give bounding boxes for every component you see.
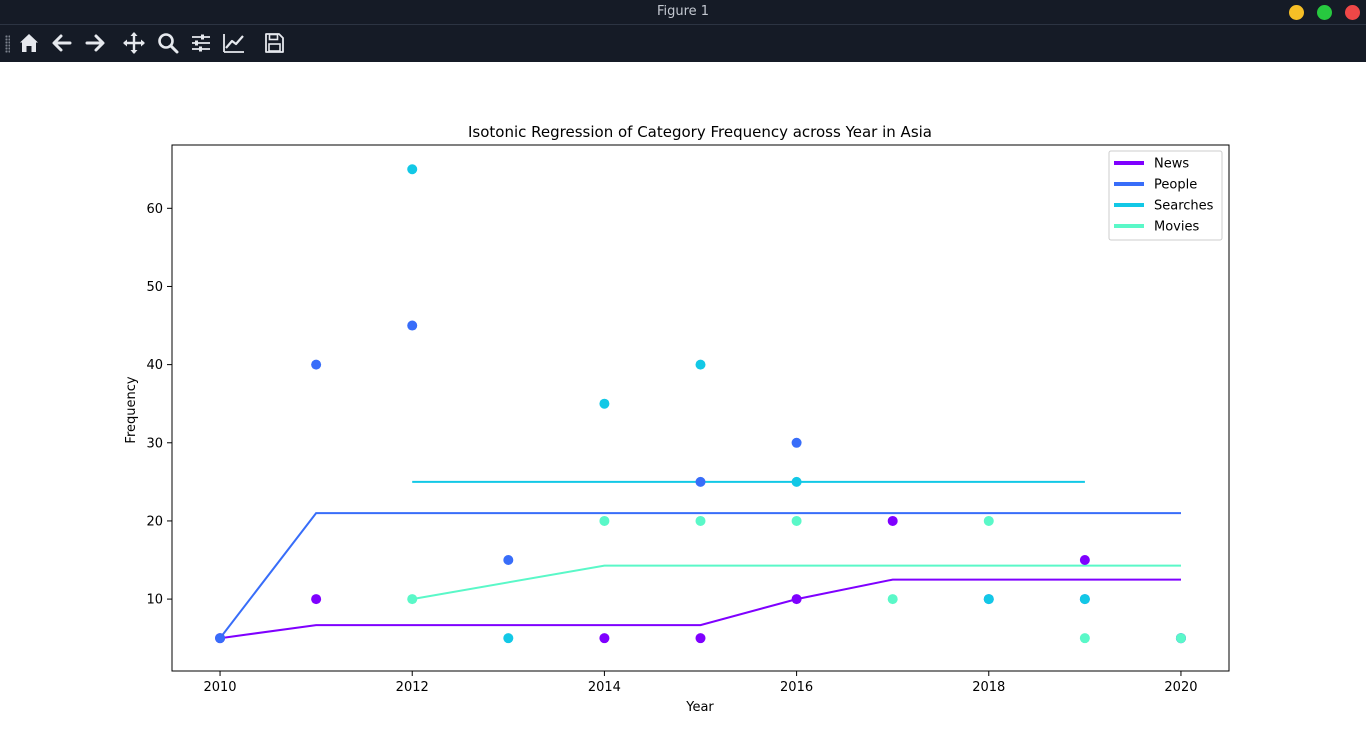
- legend-frame: [1108, 150, 1223, 241]
- legend-label-searches: Searches: [1154, 199, 1214, 214]
- data-point-searches: [983, 594, 994, 605]
- magnifier-icon: [158, 33, 179, 54]
- data-point-news: [791, 594, 802, 605]
- toolbar-grip-handle[interactable]: [5, 35, 10, 53]
- data-point-movies: [983, 515, 994, 526]
- legend-label-people: People: [1154, 178, 1197, 193]
- data-point-people: [215, 633, 226, 644]
- x-tick-label: 2014: [588, 680, 621, 695]
- data-point-searches: [599, 398, 610, 409]
- plot-area: [171, 144, 1230, 672]
- x-axis: 2010 2012 2014 2016 2018 2020: [203, 671, 1198, 695]
- y-tick-label: 30: [146, 436, 163, 451]
- data-point-searches: [407, 164, 418, 175]
- save-button[interactable]: [259, 28, 289, 58]
- data-point-movies: [1175, 633, 1186, 644]
- sliders-icon: [192, 34, 210, 52]
- data-point-searches: [1079, 594, 1090, 605]
- data-point-searches: [791, 476, 802, 487]
- forward-button[interactable]: [80, 28, 110, 58]
- y-tick-label: 40: [146, 358, 163, 373]
- data-point-people: [791, 437, 802, 448]
- x-axis-label: Year: [685, 700, 714, 715]
- x-tick-label: 2018: [972, 680, 1005, 695]
- data-point-movies: [887, 594, 898, 605]
- data-point-movies: [695, 515, 706, 526]
- data-point-news: [311, 594, 322, 605]
- minimize-button[interactable]: [1289, 5, 1304, 20]
- figure-canvas[interactable]: Isotonic Regression of Category Frequenc…: [0, 62, 1366, 746]
- data-point-people: [407, 320, 418, 331]
- arrow-right-icon: [85, 34, 105, 52]
- data-point-people: [503, 555, 514, 566]
- legend-label-movies: Movies: [1154, 220, 1199, 235]
- regression-lines: [219, 480, 1181, 640]
- x-tick-label: 2012: [396, 680, 429, 695]
- x-tick-label: 2016: [780, 680, 813, 695]
- y-tick-label: 50: [146, 280, 163, 295]
- data-point-news: [695, 633, 706, 644]
- home-icon: [20, 34, 38, 52]
- legend: News People Searches Movies: [1108, 150, 1223, 241]
- maximize-button[interactable]: [1317, 5, 1332, 20]
- data-points: [215, 164, 1186, 644]
- window-title: Figure 1: [656, 4, 710, 19]
- fit-line-news: [219, 578, 1181, 640]
- fit-line-movies: [412, 564, 1181, 601]
- y-tick-label: 60: [146, 202, 163, 217]
- window-titlebar: Figure 1: [0, 0, 1366, 25]
- y-axis-label: Frequency: [124, 376, 139, 443]
- close-button[interactable]: [1345, 5, 1360, 20]
- data-point-people: [695, 476, 706, 487]
- data-point-news: [1079, 555, 1090, 566]
- data-point-movies: [407, 594, 418, 605]
- zoom-button[interactable]: [153, 28, 183, 58]
- move-icon: [123, 32, 145, 54]
- arrow-left-icon: [52, 34, 72, 52]
- x-tick-label: 2010: [203, 680, 236, 695]
- fit-line-people: [219, 512, 1181, 639]
- edit-axis-button[interactable]: [219, 28, 249, 58]
- data-point-movies: [791, 515, 802, 526]
- y-axis: 10 20 30 40 50 60: [146, 202, 172, 608]
- chart-title: Isotonic Regression of Category Frequenc…: [468, 123, 932, 141]
- data-point-news: [887, 515, 898, 526]
- data-point-searches: [695, 359, 706, 370]
- home-button[interactable]: [14, 28, 44, 58]
- data-point-movies: [1079, 633, 1090, 644]
- legend-label-news: News: [1154, 157, 1189, 172]
- data-point-searches: [503, 633, 514, 644]
- line-chart-icon: [223, 34, 244, 53]
- data-point-news: [599, 633, 610, 644]
- data-point-people: [311, 359, 322, 370]
- y-tick-label: 10: [146, 593, 163, 608]
- data-point-movies: [599, 515, 610, 526]
- floppy-disk-icon: [265, 33, 284, 53]
- x-tick-label: 2020: [1164, 680, 1197, 695]
- navigation-toolbar: [0, 25, 1366, 62]
- y-tick-label: 20: [146, 514, 163, 529]
- pan-button[interactable]: [119, 28, 149, 58]
- back-button[interactable]: [47, 28, 77, 58]
- configure-subplots-button[interactable]: [186, 28, 216, 58]
